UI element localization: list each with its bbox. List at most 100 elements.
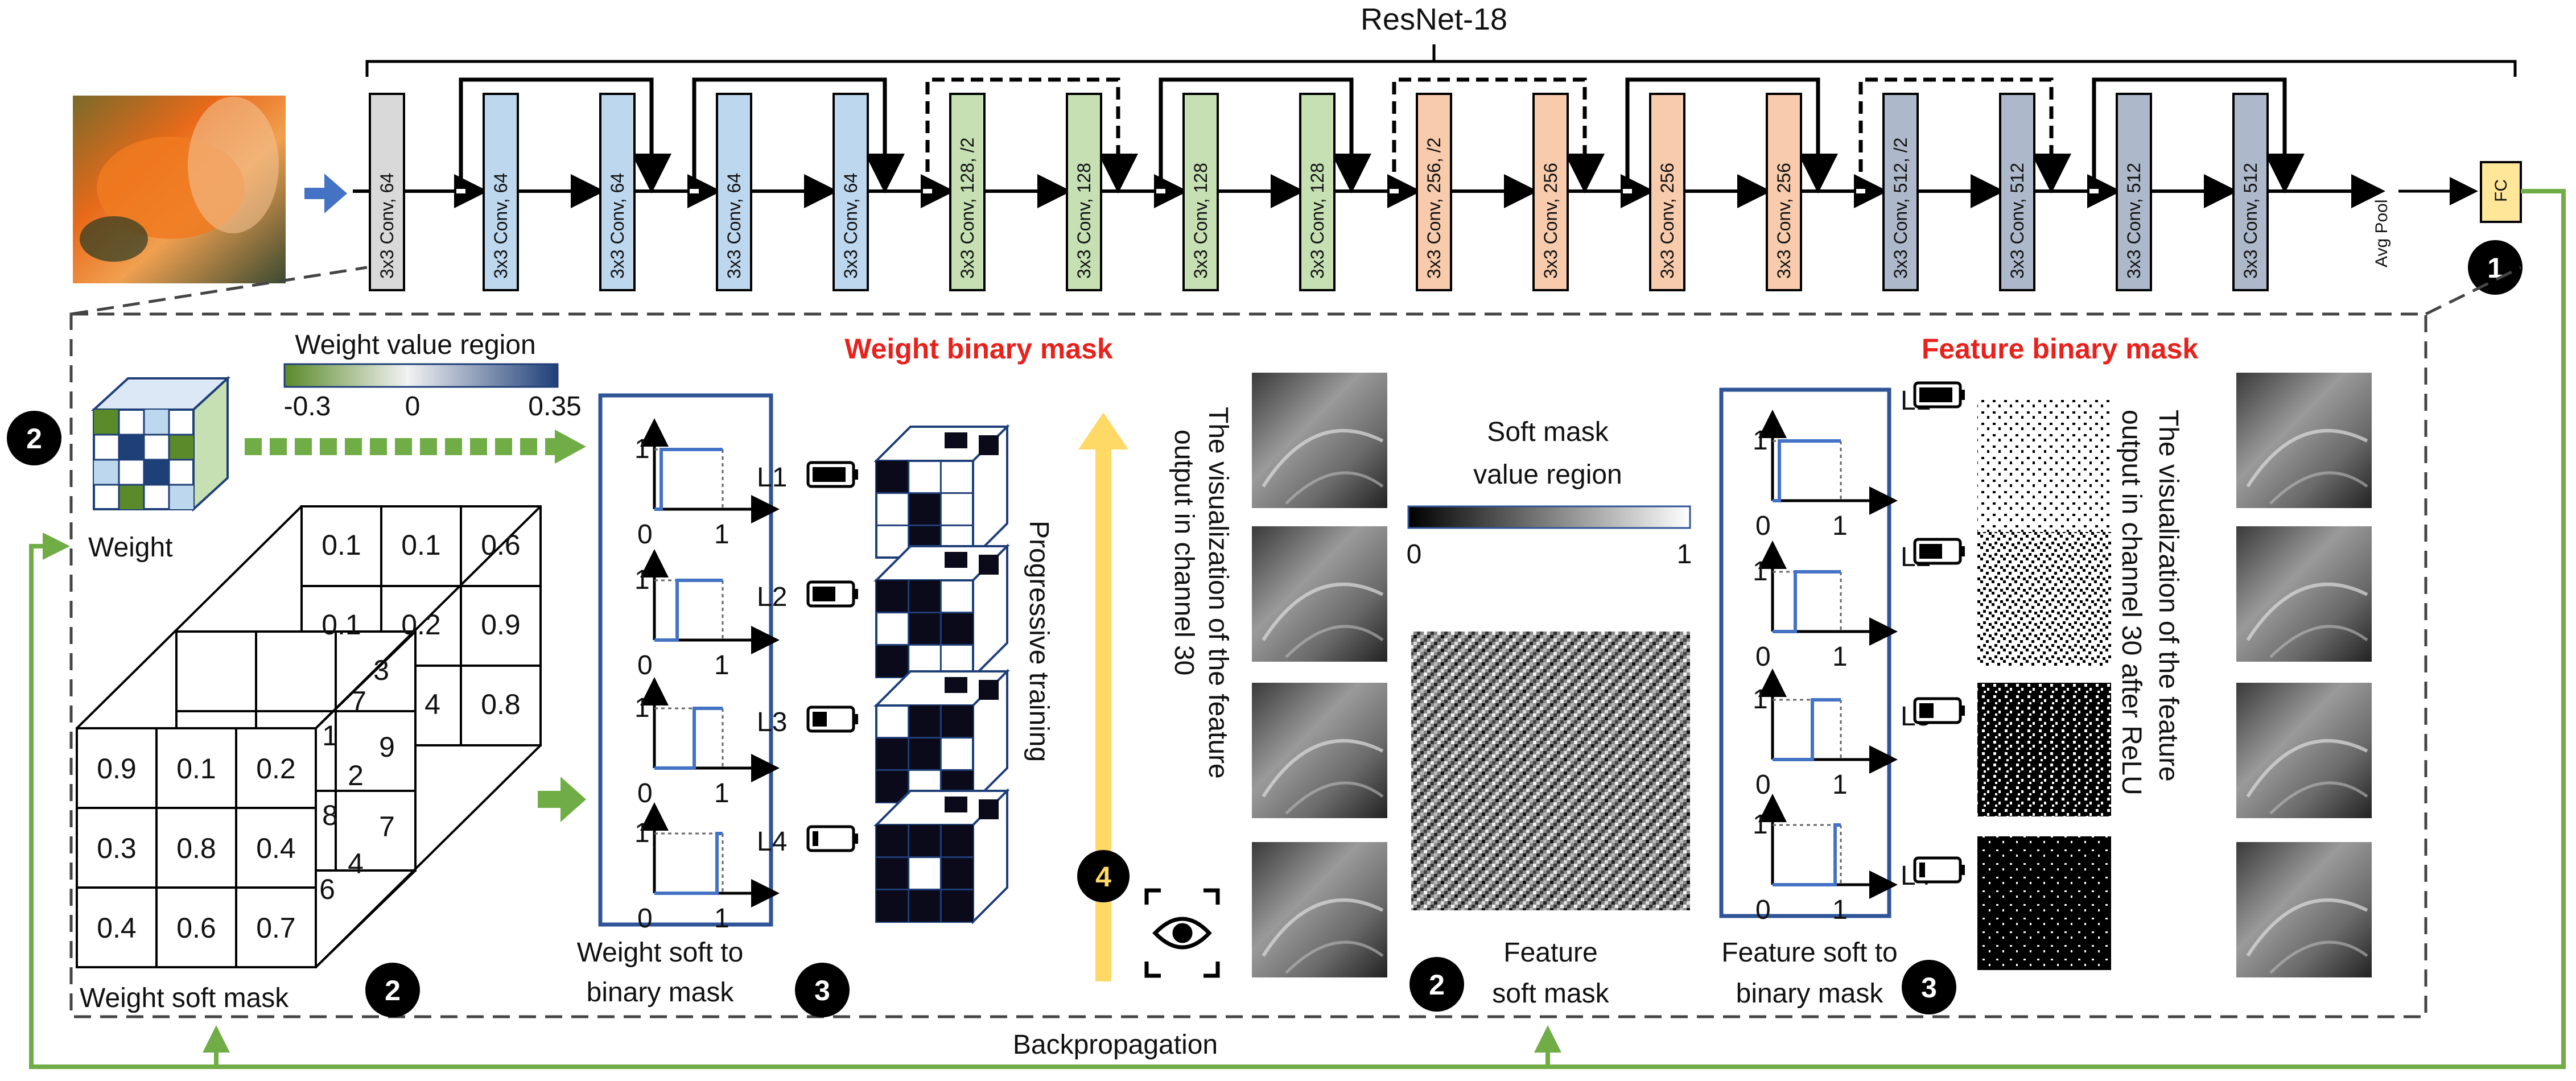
weight-soft-mask-label: Weight soft mask <box>80 983 289 1013</box>
conv-block <box>2232 93 2269 291</box>
feature-map-thumbnail <box>1252 373 1387 508</box>
conv-block-label: 3x3 Conv, 512 <box>2124 163 2144 279</box>
weight-level-row: L4 <box>757 788 1010 925</box>
skip-junction <box>1387 187 1401 196</box>
svg-text:2: 2 <box>385 975 401 1006</box>
conv-block-label: 3x3 Conv, 64 <box>607 173 628 279</box>
svg-text:0: 0 <box>637 778 653 808</box>
svg-text:L4: L4 <box>757 827 787 857</box>
svg-text:1: 1 <box>1753 684 1768 715</box>
weight-dashed-arrowhead <box>555 430 586 464</box>
weight-colorbar-mid: 0 <box>405 391 421 422</box>
soft-mask-back-cell: 0.1 <box>322 529 361 561</box>
soft-mask-colorbar-max: 1 <box>1677 539 1692 570</box>
input-image-goldfish <box>73 96 286 283</box>
soft-mask-front-cell: 0.9 <box>97 753 137 785</box>
conv-block-label: 3x3 Conv, 128 <box>1074 163 1094 279</box>
conv-block <box>1066 93 1102 291</box>
resnet-bracket <box>365 44 2517 77</box>
step-badge-2-feature: 2 <box>1409 957 1464 1012</box>
progressive-training-label: Progressive training <box>1024 521 1054 762</box>
soft-mask-mid-cell: 2 <box>348 760 364 791</box>
step-function-plot: 1 0 1 <box>1753 410 1898 541</box>
skip-connection <box>459 77 671 193</box>
relu-feature-map-thumbnail <box>2236 526 2372 662</box>
soft-mask-back-cell: 0.8 <box>481 688 521 720</box>
zoom-dashed-lines <box>71 266 2522 316</box>
conv-block-label: 3x3 Conv, 64 <box>724 173 744 279</box>
conv-block-label: 3x3 Conv, 256 <box>1540 163 1561 279</box>
conv-block <box>832 93 869 291</box>
weight-label: Weight <box>88 533 173 563</box>
conv-block <box>483 93 519 291</box>
feature-soft-mask-noise <box>1411 632 1690 910</box>
soft-mask-mid-cell: 1 <box>322 720 338 752</box>
feature-binary-mask-noise <box>1977 532 2111 666</box>
svg-text:4: 4 <box>1095 861 1111 893</box>
conv-block <box>369 93 405 291</box>
weight-soft-to-binary-line1: Weight soft to <box>577 938 744 968</box>
soft-mask-mid-cell: 9 <box>379 731 395 763</box>
conv-block <box>949 93 986 291</box>
soft-mask-region-title-line1: Soft mask <box>1487 417 1609 447</box>
weight-colorbar-min: -0.3 <box>284 391 331 422</box>
weight-level-row: L1 <box>757 424 1010 560</box>
soft-mask-front-cell: 0.2 <box>256 753 296 785</box>
svg-text:1: 1 <box>1753 556 1768 587</box>
svg-text:1: 1 <box>634 693 650 723</box>
skip-junction <box>454 187 468 196</box>
step-badge-3-weight: 3 <box>795 963 850 1017</box>
conv-block <box>1649 93 1685 291</box>
feature-binary-mask-noise <box>1977 683 2111 816</box>
conv-block-label: 3x3 Conv, 64 <box>840 173 861 279</box>
svg-text:L2: L2 <box>757 582 787 612</box>
downsample-skip-connection <box>925 77 1138 193</box>
step-function-plot: 1 0 1 <box>1753 794 1898 925</box>
svg-text:1: 1 <box>2487 252 2503 284</box>
visualization-right-line1: The visualization of the feature <box>2153 410 2183 782</box>
skip-junction <box>1154 187 1168 196</box>
conv-block <box>599 93 636 291</box>
weight-soft-to-binary-line2: binary mask <box>587 977 735 1008</box>
conv-block-label: 3x3 Conv, 256 <box>1774 163 1794 279</box>
svg-text:0: 0 <box>1755 642 1771 672</box>
feature-soft-mask-line1: Feature <box>1503 938 1597 968</box>
feature-binary-mask-noise <box>1977 836 2111 970</box>
soft-mask-front-cell: 0.4 <box>256 832 296 864</box>
conv-block <box>1299 93 1336 291</box>
weight-cube-icon <box>90 376 231 512</box>
soft-mask-front-cell: 0.3 <box>97 832 137 864</box>
soft-mask-colorbar-min: 0 <box>1407 539 1422 570</box>
skip-connection <box>1625 77 1838 193</box>
soft-mask-back-cell: 4 <box>424 688 440 720</box>
detail-dashed-frame <box>69 312 2427 1018</box>
svg-text:1: 1 <box>1832 895 1848 925</box>
visualization-left-line2: output in channel 30 <box>1169 430 1199 675</box>
svg-text:0: 0 <box>637 650 653 680</box>
conv-block-label: 3x3 Conv, 256, /2 <box>1424 138 1444 279</box>
fc-block <box>2480 161 2522 223</box>
conv-block-label: 3x3 Conv, 512 <box>2007 163 2027 279</box>
conv-block-label: 3x3 Conv, 128 <box>1307 163 1328 279</box>
input-arrow <box>304 174 347 213</box>
conv-block <box>1882 93 1919 291</box>
conv-block <box>2116 93 2152 291</box>
svg-text:1: 1 <box>1832 511 1848 541</box>
downsample-skip-connection <box>1392 77 1605 193</box>
conv-block-label: 3x3 Conv, 256 <box>1657 163 1678 279</box>
soft-mask-region-title-line2: value region <box>1473 460 1622 490</box>
soft-mask-arrow <box>538 777 586 822</box>
soft-mask-back-cell: 0.9 <box>481 609 521 641</box>
avg-pool-label: Avg Pool <box>2372 199 2391 267</box>
svg-text:1: 1 <box>1832 770 1848 800</box>
weight-binary-mask-title: Weight binary mask <box>844 333 1113 365</box>
step-badge-2-soft-mask: 2 <box>365 963 420 1017</box>
soft-mask-mid-cell: 7 <box>379 811 395 843</box>
soft-mask-colorbar <box>1407 505 1691 529</box>
conv-block <box>1182 93 1219 291</box>
skip-junction <box>1854 187 1868 196</box>
weight-colorbar <box>283 363 559 388</box>
step-function-plot: 1 0 1 <box>1753 540 1898 672</box>
step-function-plot: 1 0 1 <box>1753 669 1898 800</box>
